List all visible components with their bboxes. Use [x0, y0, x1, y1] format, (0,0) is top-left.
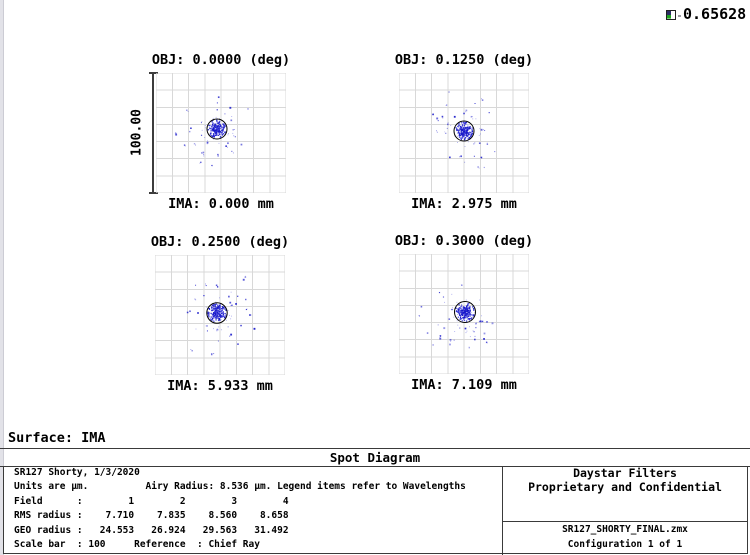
obj-angle-label: OBJ: 0.1250 (deg): [394, 52, 534, 68]
wavelength-legend-swatch-icon: [666, 10, 676, 20]
footer-right-border: [747, 466, 748, 554]
ima-position-label: IMA: 0.000 mm: [168, 196, 274, 212]
ima-position-label: IMA: 7.109 mm: [411, 377, 517, 393]
legend-tick-mark: [678, 15, 681, 17]
obj-angle-label: OBJ: 0.2500 (deg): [150, 234, 290, 250]
ima-position-label: IMA: 2.975 mm: [411, 196, 517, 212]
footer-bottom-border: [3, 553, 748, 554]
wavelength-value: 0.65628: [683, 5, 747, 23]
configuration-label: Configuration 1 of 1: [567, 538, 683, 550]
scale-bar-bottom-cap: [149, 192, 158, 194]
obj-angle-label: OBJ: 0.3000 (deg): [394, 233, 534, 249]
divider-top: [0, 448, 750, 449]
window-left-edge: [0, 0, 4, 555]
spot-plot: [155, 255, 285, 375]
spot-panel-field-4: OBJ: 0.3000 (deg) IMA: 7.109 mm: [395, 233, 533, 393]
scale-bar-label: 100.00: [129, 109, 145, 156]
file-block: SR127_SHORTY_FINAL.zmx Configuration 1 o…: [502, 523, 748, 552]
footer-right-cell-divider: [502, 521, 747, 522]
footer-left-border: [3, 466, 4, 554]
divider-title-bottom: [0, 466, 750, 467]
spot-plot: [399, 73, 529, 193]
spot-panel-field-3: OBJ: 0.2500 (deg) IMA: 5.933 mm: [151, 234, 289, 394]
spot-panel-field-1: OBJ: 0.0000 (deg) IMA: 0.000 mm: [152, 52, 290, 212]
spot-plot: [156, 73, 286, 193]
obj-angle-label: OBJ: 0.0000 (deg): [151, 52, 291, 68]
company-name: Daystar Filters: [573, 466, 677, 480]
spot-plot: [399, 254, 529, 374]
footer-center-divider: [502, 466, 503, 555]
ima-position-label: IMA: 5.933 mm: [167, 378, 273, 394]
spot-statistics-text: SR127 Shorty, 1/3/2020 Units are µm. Air…: [14, 467, 466, 551]
scale-bar-top-cap: [149, 72, 158, 74]
scale-bar-line: [152, 73, 154, 193]
confidential-notice: Proprietary and Confidential: [528, 480, 722, 494]
plot-title: Spot Diagram: [329, 450, 421, 465]
spot-panel-field-2: OBJ: 0.1250 (deg) IMA: 2.975 mm: [395, 52, 533, 212]
surface-label: Surface: IMA: [8, 430, 106, 446]
company-block: Daystar Filters Proprietary and Confiden…: [502, 466, 748, 494]
lens-file-name: SR127_SHORTY_FINAL.zmx: [562, 524, 688, 535]
